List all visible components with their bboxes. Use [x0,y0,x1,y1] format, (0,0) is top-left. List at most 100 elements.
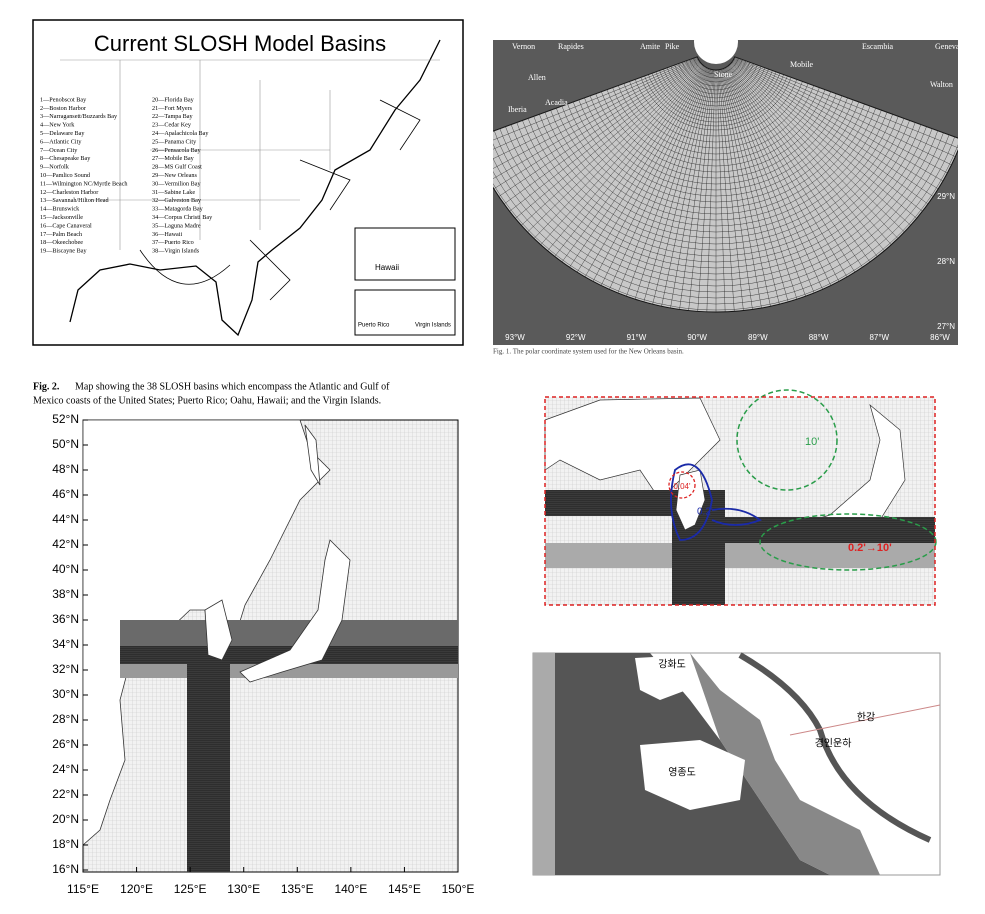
basin-entry: 6—Atlantic City [40,138,82,145]
basin-entry: 23—Cedar Key [152,122,192,129]
basin-entry: 27—Mobile Bay [152,155,195,162]
grid-band [672,516,725,605]
lat-label: 30°N [52,687,79,701]
lon-label: 86°W [930,333,950,342]
lat-label: 24°N [52,762,79,776]
land [204,599,233,661]
polar-gridlines [493,56,958,312]
place-label: Allen [528,73,546,82]
lat-label: 52°N [52,412,79,426]
local-panel: 강화도 한강 경인운하 영종도 [532,652,941,876]
lat-label: 44°N [52,512,79,526]
island [635,655,700,700]
basin-entry: 22—Tampa Bay [152,113,194,120]
edge-strip [533,653,555,875]
basin-entry: 11—Wilmington NC/Myrtle Beach [40,180,128,187]
basin-entry: 26—Pensacola Bay [152,147,202,154]
caption: Fig. 1. The polar coordinate system used… [493,348,684,356]
caption: Map showing the 38 SLOSH basins which en… [75,381,390,392]
basin-entry: 36—Hawaii [152,231,183,238]
lon-label: 92°W [566,333,586,342]
state-lines [60,59,440,250]
basin-entry: 32—Galveston Bay [152,197,202,204]
coarse-circle [736,389,838,491]
basin-entry: 17—Palm Beach [40,231,83,238]
lat-label: 20°N [52,812,79,826]
map-title: Current SLOSH Model Basins [94,31,386,56]
grid-label: 0.2' [697,507,713,518]
place-label: Escambia [862,42,894,51]
caption: Mexico coasts of the United States; Puer… [33,395,381,406]
lon-label: 130°E [227,882,260,896]
nested-panel: 10' 0.2'→10' 0.2' 0.04' [544,389,937,606]
lon-label: 91°W [627,333,647,342]
place-label: Vernon [512,42,535,51]
lat-label: 32°N [52,662,79,676]
basin-entry: 29—New Orleans [152,172,197,179]
lon-label: 90°W [687,333,707,342]
lon-label: 89°W [748,333,768,342]
basin-entry: 7—Ocean City [40,147,78,154]
place-label: 경인운하 [815,737,852,750]
basin-entry: 20—Florida Bay [152,96,195,103]
place-label: Mobile [790,60,814,69]
lon-label: 93°W [505,333,525,342]
place-label: Rapides [558,42,584,51]
basin-entry: 33—Matagorda Bay [152,206,204,213]
basin-entry: 38—Virgin Islands [152,248,200,255]
lat-label: 16°N [52,862,79,876]
basin-entry: 5—Delaware Bay [40,130,85,137]
grid-label: 0.2'→10' [848,542,892,554]
lat-label: 50°N [52,437,79,451]
lat-label: 28°N [937,257,955,266]
basin-entry: 28—MS Gulf Coast [152,164,202,171]
place-label: 한강 [857,712,875,724]
inset-label: Puerto Rico [358,323,390,329]
basin-entry: 1—Penobscot Bay [40,96,87,103]
lat-label: 36°N [52,612,79,626]
basin-entry: 25—Panama City [152,138,197,145]
notch [694,40,738,64]
grid-band [725,517,935,543]
coastline [69,39,441,337]
inset-label: Virgin Islands [415,323,451,329]
lat-label: 42°N [52,537,79,551]
lat-label: 26°N [52,737,79,751]
place-label: Acadia [545,98,568,107]
grid-map-panel: 52°N 50°N 48°N 46°N 44°N 42°N 40°N 38°N 36°N 34°N… [52,412,474,896]
fine-circle [668,471,696,499]
land [304,424,321,486]
slosh-panel: Current SLOSH Model Basins 1—Penobscot B… [32,19,464,406]
medium-outline [670,463,762,541]
basin-entry: 24—Apalachicola Bay [152,130,209,137]
inset-box [354,227,456,281]
lat-label: 46°N [52,487,79,501]
lat-label: 40°N [52,562,79,576]
basin-entry: 4—New York [40,122,75,129]
basin-entry: 12—Charleston Harbor [40,189,98,196]
lat-label: 38°N [52,587,79,601]
lat-label: 28°N [52,712,79,726]
basin-entry: 31—Sabine Lake [152,189,195,196]
lon-label: 87°W [869,333,889,342]
basin-entry: 8—Chesapeake Bay [40,155,91,162]
lon-label: 135°E [281,882,314,896]
basin-entry: 10—Pamlico Sound [40,172,91,179]
basin-outlines [139,99,421,301]
water [690,653,880,875]
lon-label: 120°E [120,882,153,896]
lon-label: 115°E [67,882,99,896]
place-label: 영종도 [668,767,696,779]
basin-entry: 35—Laguna Madre [152,222,201,229]
place-label: Geneva [935,42,960,51]
inset-label: Hawaii [375,263,399,272]
basin-entry: 15—Jacksonville [40,214,83,221]
lat-label: 22°N [52,787,79,801]
lat-label: 27°N [937,322,955,331]
land [239,539,351,683]
basin-entry: 14—Brunswick [40,206,80,213]
basin-entry: 34—Corpus Christi Bay [152,214,213,221]
place-label: 강화도 [658,659,686,671]
lon-label: 145°E [388,882,421,896]
